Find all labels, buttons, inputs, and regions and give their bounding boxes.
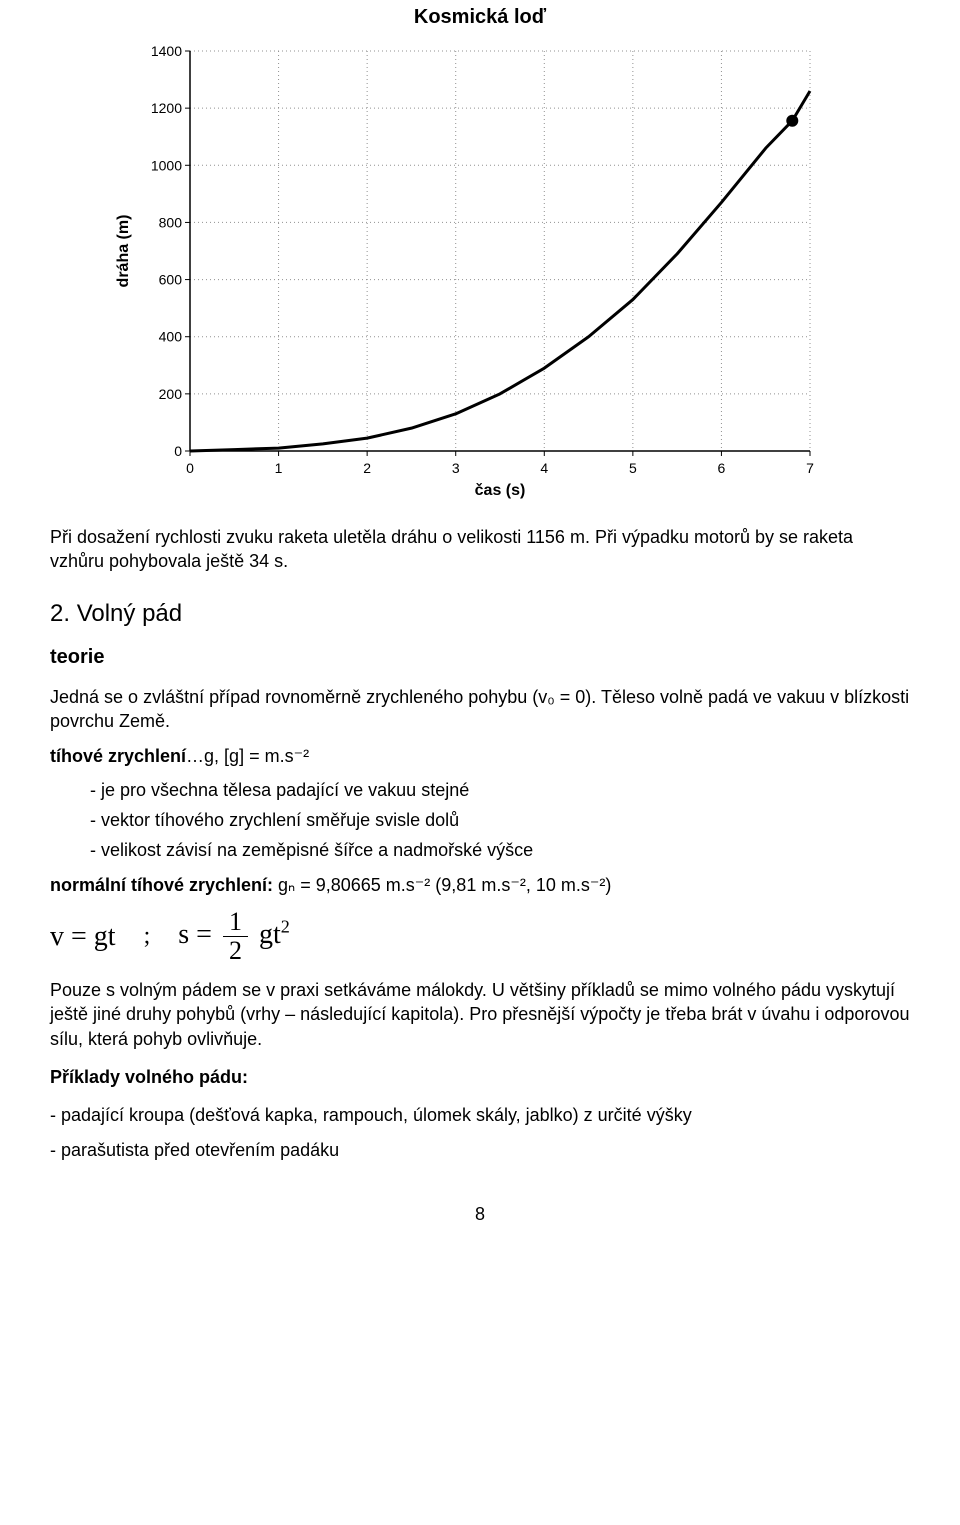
formula-s-tail: gt [259, 919, 281, 950]
svg-text:1200: 1200 [151, 100, 182, 116]
section-2-heading: 2. Volný pád [50, 598, 910, 630]
svg-text:0: 0 [186, 460, 194, 476]
paragraph-tihove: tíhové zrychlení…g, [g] = m.s⁻² [50, 744, 910, 768]
frac-bot: 2 [223, 937, 248, 964]
svg-text:dráha (m): dráha (m) [115, 215, 132, 288]
svg-text:čas (s): čas (s) [475, 482, 526, 499]
bullet-item: - vektor tíhového zrychlení směřuje svis… [90, 808, 910, 832]
formula-s-exp: 2 [281, 917, 290, 937]
paragraph-after-chart: Při dosažení rychlosti zvuku raketa ulet… [50, 525, 910, 574]
formula-eq-2: = [196, 919, 212, 950]
svg-text:200: 200 [159, 386, 183, 402]
svg-text:7: 7 [806, 460, 814, 476]
priklady-heading: Příklady volného pádu: [50, 1065, 910, 1089]
normalni-rest: gₙ = 9,80665 m.s⁻² (9,81 m.s⁻², 10 m.s⁻²… [273, 875, 611, 895]
tihove-prefix: tíhové zrychlení [50, 746, 186, 766]
page-number: 8 [50, 1202, 910, 1226]
priklady-item: - padající kroupa (dešťová kapka, rampou… [50, 1103, 910, 1127]
paragraph-teorie: Jedná se o zvláštní případ rovnoměrně zr… [50, 685, 910, 734]
svg-text:400: 400 [159, 329, 183, 345]
svg-text:1: 1 [275, 460, 283, 476]
svg-text:3: 3 [452, 460, 460, 476]
chart-svg: 0 200 400 600 800 1000 1200 1400 0 1 2 3 4 5 6 7 čas (s)… [110, 41, 830, 501]
formula-eq-1: = [71, 921, 87, 952]
formula-separator: ; [144, 920, 151, 952]
svg-text:1000: 1000 [151, 157, 182, 173]
svg-text:4: 4 [540, 460, 548, 476]
frac-top: 1 [223, 909, 248, 937]
svg-text:6: 6 [718, 460, 726, 476]
normalni-prefix: normální tíhové zrychlení: [50, 875, 273, 895]
priklady-list: - padající kroupa (dešťová kapka, rampou… [50, 1103, 910, 1162]
formula-s: s = 1 2 gt2 [178, 909, 290, 964]
chart-title: Kosmická loď [50, 4, 910, 31]
formula-v-lhs: v [50, 921, 64, 952]
tihove-rest: …g, [g] = m.s⁻² [186, 746, 309, 766]
svg-text:0: 0 [174, 443, 182, 459]
paragraph-normalni: normální tíhové zrychlení: gₙ = 9,80665 … [50, 873, 910, 897]
svg-text:2: 2 [363, 460, 371, 476]
formula-v: v = gt [50, 918, 116, 956]
formula-fraction: 1 2 [223, 909, 248, 964]
subhead-teorie: teorie [50, 644, 910, 671]
paragraph-pouze: Pouze s volným pádem se v praxi setkávám… [50, 978, 910, 1051]
bullet-item: - je pro všechna tělesa padající ve vaku… [90, 778, 910, 802]
formula-s-lhs: s [178, 919, 189, 950]
priklady-item: - parašutista před otevřením padáku [50, 1138, 910, 1162]
svg-text:800: 800 [159, 214, 183, 230]
formula-v-rhs: gt [94, 921, 116, 952]
bullet-list: - je pro všechna tělesa padající ve vaku… [90, 778, 910, 863]
bullet-item: - velikost závisí na zeměpisné šířce a n… [90, 838, 910, 862]
page: Kosmická loď 0 200 400 600 800 1000 1200 1400 0 1… [0, 4, 960, 1286]
formula-row: v = gt ; s = 1 2 gt2 [50, 909, 910, 964]
section-number: 2. [50, 600, 70, 627]
svg-text:1400: 1400 [151, 43, 182, 59]
svg-text:600: 600 [159, 272, 183, 288]
chart-container: 0 200 400 600 800 1000 1200 1400 0 1 2 3 4 5 6 7 čas (s)… [110, 41, 830, 501]
section-title: Volný pád [77, 600, 182, 627]
svg-text:5: 5 [629, 460, 637, 476]
